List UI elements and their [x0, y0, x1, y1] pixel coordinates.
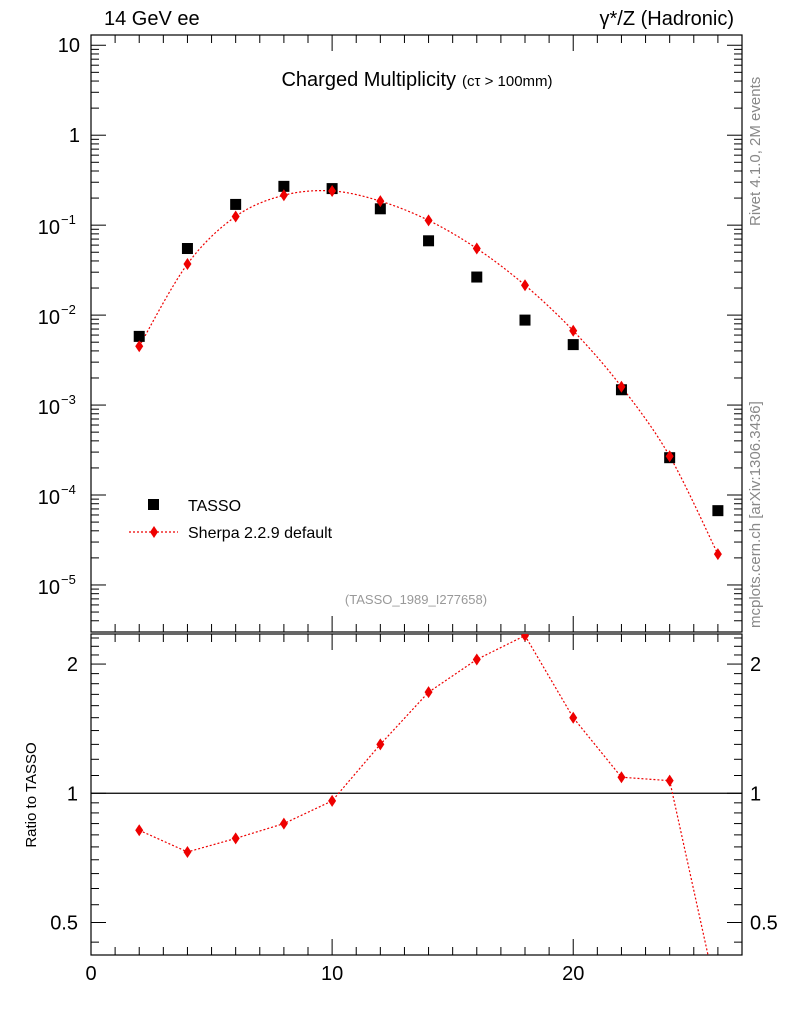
legend-tasso-marker: [148, 499, 159, 510]
ratio-point: [617, 771, 626, 784]
main-y-tick-label: 10: [38, 487, 60, 509]
main-y-tick-label: 10: [38, 577, 60, 599]
main-y-tick-label-exponent: −3: [61, 392, 76, 407]
sherpa-point: [135, 340, 144, 353]
x-tick-label: 10: [321, 963, 343, 985]
x-tick-label: 0: [85, 963, 96, 985]
ratio-point: [665, 774, 674, 787]
tasso-point: [374, 203, 386, 215]
legend-sherpa-marker: [150, 526, 158, 538]
ratio-y-tick-label-left: 1: [67, 783, 78, 805]
sherpa-point: [231, 210, 240, 223]
ratio-y-axis-title: Ratio to TASSO: [23, 742, 40, 847]
ratio-y-tick-label-right: 2: [750, 654, 761, 676]
main-y-tick-label-exponent: −2: [61, 302, 76, 317]
tasso-point: [712, 505, 724, 517]
main-y-tick-label: 10: [38, 217, 60, 239]
ratio-y-tick-label-right: 1: [750, 783, 761, 805]
tasso-point: [423, 235, 435, 247]
tasso-point: [230, 198, 242, 210]
ratio-point: [424, 686, 433, 699]
main-y-tick-label: 10: [38, 397, 60, 419]
tasso-point: [471, 271, 483, 283]
ratio-point: [376, 738, 385, 751]
x-axis-labels: 0 10 20: [85, 963, 584, 985]
sherpa-point: [713, 548, 722, 561]
x-tick-label: 20: [562, 963, 584, 985]
ratio-point: [328, 794, 337, 807]
sherpa-point: [279, 189, 288, 202]
sherpa-point: [521, 279, 529, 292]
chart-title: Charged Multiplicity: [281, 69, 456, 91]
tasso-data-points: [133, 180, 724, 517]
sherpa-point: [183, 257, 192, 270]
sherpa-point: [328, 184, 337, 197]
main-y-tick-label-exponent: −1: [61, 212, 76, 227]
tasso-point: [278, 180, 290, 192]
ratio-plot-frame: [90, 633, 743, 956]
main-y-tick-label: 10: [38, 307, 60, 329]
legend-sherpa-label: Sherpa 2.2.9 default: [188, 525, 333, 542]
tasso-point: [181, 243, 193, 255]
ratio-point: [183, 845, 192, 858]
ratio-y-tick-label-left: 2: [67, 654, 78, 676]
x-axis-ticks: [90, 35, 743, 955]
main-y-axis-ticks: [91, 44, 742, 633]
ratio-y-axis-labels-left: 210.5: [50, 654, 78, 934]
chart-subtitle: (cτ > 100mm): [462, 73, 553, 90]
ratio-y-tick-label-right: 0.5: [750, 912, 778, 934]
main-plot-frame: [90, 34, 743, 633]
sherpa-data-points: [135, 184, 722, 561]
legend: TASSO Sherpa 2.2.9 default: [129, 498, 333, 542]
ratio-point: [521, 634, 529, 642]
ratio-point: [279, 817, 288, 830]
ratio-y-axis-ticks: [91, 637, 742, 943]
tasso-point: [133, 330, 145, 342]
main-y-tick-label: 10: [58, 35, 80, 57]
analysis-watermark: (TASSO_1989_I277658): [345, 592, 487, 607]
ratio-point: [135, 824, 144, 837]
tasso-point: [519, 314, 531, 326]
sherpa-point: [472, 242, 481, 255]
legend-tasso-label: TASSO: [188, 498, 241, 515]
tasso-point: [567, 339, 579, 351]
ratio-y-tick-label-left: 0.5: [50, 912, 78, 934]
energy-label: 14 GeV ee: [104, 8, 200, 30]
main-y-tick-label-exponent: −4: [61, 482, 76, 497]
main-y-tick-label: 1: [69, 125, 80, 147]
ratio-point: [472, 653, 481, 666]
main-y-tick-label-exponent: −5: [61, 572, 76, 587]
process-label: γ*/Z (Hadronic): [599, 8, 734, 30]
ratio-data-points: [135, 634, 674, 858]
ratio-y-axis-labels-right: 210.5: [750, 654, 778, 934]
ratio-point: [569, 711, 578, 724]
sherpa-point: [665, 450, 674, 463]
sherpa-point: [424, 214, 433, 227]
sherpa-point: [376, 195, 385, 208]
sherpa-point: [617, 380, 626, 393]
sherpa-point: [569, 324, 578, 337]
ratio-point: [231, 832, 240, 845]
